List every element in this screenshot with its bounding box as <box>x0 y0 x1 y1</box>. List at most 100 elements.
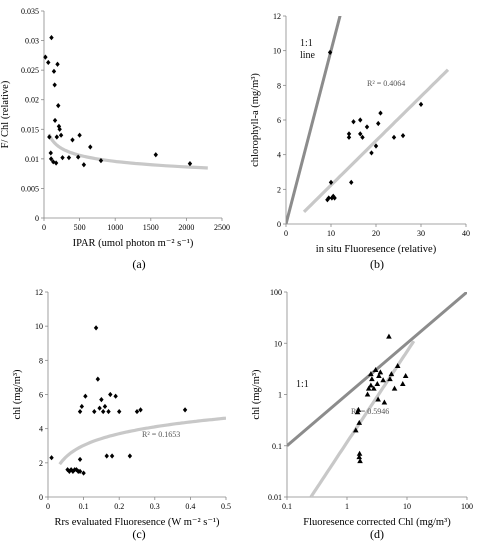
data-point <box>376 120 381 127</box>
data-point <box>48 150 53 156</box>
data-point <box>355 406 362 412</box>
data-point <box>387 376 393 382</box>
data-point <box>95 376 101 382</box>
data-point <box>391 134 397 140</box>
data-point <box>54 134 60 140</box>
data-point <box>356 419 363 425</box>
panel-label: (b) <box>370 257 384 271</box>
data-point <box>55 61 60 67</box>
data-point <box>65 467 70 473</box>
x-tick-label: 30 <box>417 229 425 238</box>
data-point <box>68 467 74 473</box>
y-axis-label: chl (mg/m³) <box>12 369 23 420</box>
chart-panel-c: 0 0.1 0.2 0.3 0.4 0.5 0 2 4 6 8 10 12 Rrs evaluated F… <box>12 288 231 541</box>
data-point <box>77 456 83 463</box>
x-tick-label: 0 <box>46 502 50 511</box>
data-point <box>187 160 193 167</box>
data-point <box>153 152 158 158</box>
one-to-one-label: 1:1 <box>296 379 309 390</box>
y-tick-label: 10 <box>273 47 281 56</box>
data-point <box>399 381 406 387</box>
x-tick-label: 100 <box>461 502 473 511</box>
y-tick-label: 0.025 <box>21 66 39 75</box>
x-tick-label: 1500 <box>143 223 159 232</box>
x-axis-label: Rrs evaluated Fluoresence (W m⁻² s⁻¹) <box>54 517 220 528</box>
data-point <box>57 126 62 132</box>
data-point <box>98 158 104 164</box>
data-point <box>364 391 371 397</box>
r-squared-label: R² = 0.5946 <box>351 407 389 416</box>
y-tick-label: 0.1 <box>272 442 282 451</box>
data-point <box>402 372 409 378</box>
y-tick-label: 6 <box>277 116 281 125</box>
x-tick-label: 0.1 <box>79 502 89 511</box>
data-point <box>365 385 372 391</box>
data-point <box>346 131 352 137</box>
data-point <box>372 367 379 373</box>
y-tick-label: 2 <box>39 459 43 468</box>
data-point <box>374 381 381 387</box>
data-point <box>53 160 59 166</box>
y-tick-label: 2 <box>277 185 281 194</box>
data-point <box>49 455 54 461</box>
one-to-one-label: 1:1 line <box>300 38 316 61</box>
data-point <box>51 68 57 74</box>
y-tick-label: 0 <box>35 214 39 223</box>
data-point <box>56 103 61 109</box>
data-point <box>47 134 52 140</box>
data-point <box>351 119 356 125</box>
data-point <box>52 82 57 88</box>
data-point <box>369 150 374 156</box>
data-point <box>48 156 54 162</box>
data-point <box>77 468 83 474</box>
data-point <box>391 385 398 391</box>
y-tick-label: 8 <box>39 356 43 365</box>
data-point <box>400 133 406 139</box>
y-tick-label: 0.01 <box>268 493 282 502</box>
data-point <box>49 35 54 41</box>
data-point <box>358 131 363 137</box>
x-tick-label: 10 <box>403 502 411 511</box>
data-point <box>356 454 363 460</box>
y-tick-label: 0 <box>277 220 281 229</box>
data-point <box>346 134 352 140</box>
data-point <box>358 117 363 123</box>
data-point <box>79 403 85 410</box>
y-tick-label: 4 <box>39 425 43 434</box>
x-axis-label: IPAR (umol photon m⁻² s⁻¹) <box>73 238 194 249</box>
x-tick-label: 20 <box>372 229 380 238</box>
data-point <box>360 134 365 140</box>
data-point <box>74 467 79 473</box>
data-point <box>369 376 375 382</box>
data-point <box>380 377 386 383</box>
data-point <box>328 179 334 185</box>
x-tick-label: 2500 <box>214 223 230 232</box>
data-point <box>70 137 75 143</box>
data-point <box>52 117 58 124</box>
data-point <box>60 155 65 161</box>
y-axis-label: chlorophyll-a (mg/m³) <box>250 73 261 167</box>
data-point <box>43 54 48 60</box>
y-tick-label: 0.035 <box>21 7 39 16</box>
data-point <box>58 132 64 138</box>
x-tick-label: 0 <box>42 223 46 232</box>
data-point <box>113 393 118 399</box>
data-point <box>418 101 424 107</box>
y-tick-label: 0.005 <box>21 184 39 193</box>
one-to-one-line <box>287 292 467 447</box>
y-tick-label: 8 <box>277 81 281 90</box>
data-point <box>378 110 383 116</box>
data-point <box>92 408 97 415</box>
one-to-one-line <box>286 16 342 224</box>
data-point <box>326 195 331 201</box>
data-point <box>66 155 72 161</box>
x-tick-label: 0.5 <box>221 502 231 511</box>
data-point <box>381 399 388 405</box>
x-axis-label: Fluoresence corrected Chl (mg/m³) <box>303 517 451 528</box>
data-point <box>109 453 115 459</box>
data-point <box>388 371 395 377</box>
data-point <box>106 408 111 415</box>
x-tick-label: 0.2 <box>114 502 124 511</box>
